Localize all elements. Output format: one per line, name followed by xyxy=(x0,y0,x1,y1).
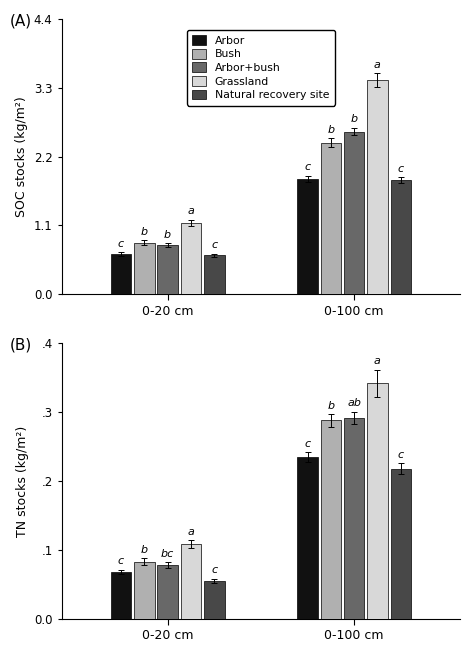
Bar xyxy=(391,468,411,619)
Text: b: b xyxy=(164,230,171,240)
Text: c: c xyxy=(211,565,217,575)
Legend: Arbor, Bush, Arbor+bush, Grassland, Natural recovery site: Arbor, Bush, Arbor+bush, Grassland, Natu… xyxy=(187,30,335,106)
Text: a: a xyxy=(188,206,194,216)
Text: b: b xyxy=(327,401,334,411)
Text: c: c xyxy=(118,556,124,566)
Bar xyxy=(297,457,318,619)
Text: a: a xyxy=(374,60,381,70)
Bar xyxy=(157,565,178,619)
Bar xyxy=(181,223,201,294)
Y-axis label: TN stocks (kg/m²): TN stocks (kg/m²) xyxy=(16,426,28,537)
Bar xyxy=(204,255,225,294)
Text: c: c xyxy=(398,450,404,460)
Bar xyxy=(367,383,388,619)
Bar xyxy=(344,131,365,294)
Bar xyxy=(134,243,155,294)
Bar xyxy=(297,179,318,294)
Text: b: b xyxy=(351,114,358,124)
Bar xyxy=(134,562,155,619)
Text: ab: ab xyxy=(347,398,361,408)
Text: a: a xyxy=(188,527,194,537)
Bar xyxy=(320,143,341,294)
Text: c: c xyxy=(304,439,310,449)
Text: a: a xyxy=(374,356,381,366)
Text: b: b xyxy=(327,125,334,135)
Bar xyxy=(111,572,131,619)
Bar xyxy=(320,420,341,619)
Bar xyxy=(181,544,201,619)
Text: b: b xyxy=(141,544,148,555)
Bar xyxy=(344,418,365,619)
Text: (B): (B) xyxy=(10,338,32,353)
Text: (A): (A) xyxy=(10,13,32,28)
Bar xyxy=(157,245,178,294)
Text: c: c xyxy=(211,240,217,250)
Text: b: b xyxy=(141,227,148,237)
Text: c: c xyxy=(118,239,124,249)
Text: bc: bc xyxy=(161,549,174,559)
Text: c: c xyxy=(398,164,404,174)
Bar xyxy=(111,254,131,294)
Y-axis label: SOC stocks (kg/m²): SOC stocks (kg/m²) xyxy=(15,96,28,217)
Bar xyxy=(204,581,225,619)
Bar xyxy=(367,80,388,294)
Text: c: c xyxy=(304,163,310,173)
Bar xyxy=(391,180,411,294)
